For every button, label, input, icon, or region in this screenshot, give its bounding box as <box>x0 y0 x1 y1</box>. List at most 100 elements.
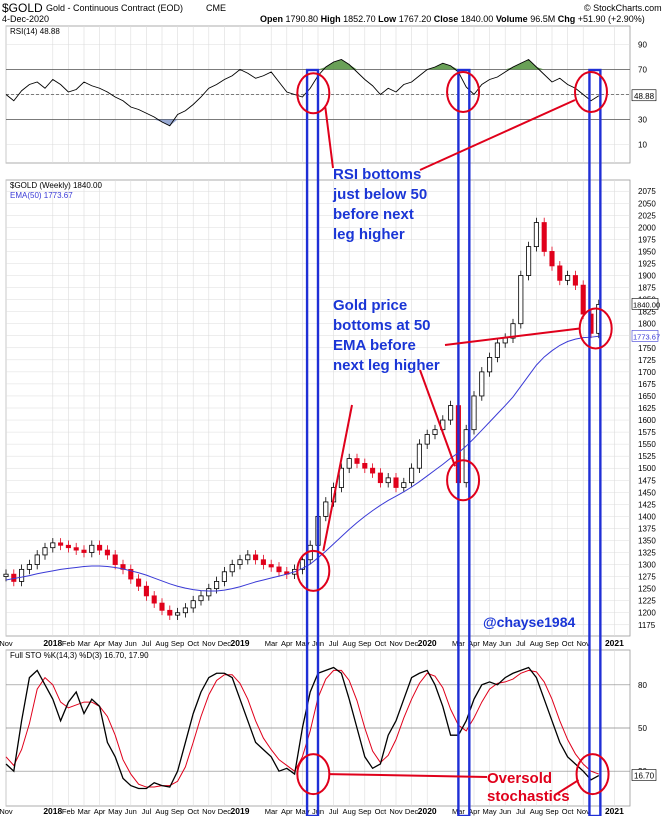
low-label: Low <box>378 14 397 24</box>
price-candle-body <box>526 246 532 276</box>
chg-value: +51.90 (+2.90%) <box>577 14 645 24</box>
price-y-tick-label: 1350 <box>638 536 656 545</box>
sto-x-tick-label: Nov <box>389 807 403 816</box>
source-credit: © StockCharts.com <box>584 3 662 13</box>
price-candle-body <box>221 571 227 582</box>
chg-label: Chg <box>557 14 576 24</box>
price-candle-body <box>448 405 454 421</box>
price-x-tick-label: Aug <box>343 639 356 648</box>
price-candle-body <box>214 581 220 590</box>
price-x-tick-label: Nov <box>577 639 591 648</box>
price-candle-body <box>50 542 56 549</box>
price-candle-body <box>206 588 212 597</box>
price-y-tick-label: 1325 <box>638 549 656 558</box>
price-x-tick-label: May <box>108 639 122 648</box>
sto-x-tick-label: May <box>483 807 497 816</box>
sto-x-tick-label: Aug <box>155 807 168 816</box>
annotation-pointer-line <box>419 99 576 171</box>
price-y-tick-label: 1250 <box>638 585 656 594</box>
price-candle-body <box>167 609 173 616</box>
price-candle-body <box>346 458 352 469</box>
price-candle-body <box>385 477 391 484</box>
price-x-tick-label: Nov <box>202 639 216 648</box>
highlight-circle <box>446 71 481 113</box>
sto-x-tick-label: Mar <box>78 807 91 816</box>
rsi-panel-title: RSI(14) 48.88 <box>10 27 60 36</box>
price-candle-body <box>533 222 539 248</box>
price-candle-body <box>151 595 157 604</box>
sto-x-tick-label: Nov <box>577 807 591 816</box>
ohlc-readout: Open 1790.80 High 1852.70 Low 1767.20 Cl… <box>260 14 645 24</box>
price-x-tick-label: Mar <box>265 639 278 648</box>
low-value: 1767.20 <box>398 14 432 24</box>
price-candle-body <box>26 564 32 570</box>
close-label: Close <box>433 14 459 24</box>
price-candle-body <box>198 595 204 602</box>
sto-x-tick-label: Oct <box>187 807 200 816</box>
price-candle-body <box>253 554 259 561</box>
sto-k-line <box>5 666 600 790</box>
price-y-tick-label: 1425 <box>638 500 656 509</box>
price-x-tick-label: 2020 <box>418 638 437 648</box>
price-x-tick-label: Mar <box>78 639 91 648</box>
price-candle-body <box>42 547 48 556</box>
price-candle-body <box>463 429 469 484</box>
price-x-tick-label: Sep <box>171 639 184 648</box>
annotation-oversold: Oversold stochastics <box>487 770 570 805</box>
sto-x-tick-label: Jul <box>142 807 152 816</box>
price-candle-body <box>73 547 79 551</box>
sto-panel-title: Full STO %K(14,3) %D(3) 16.70, 17.90 <box>10 651 149 660</box>
price-candle-body <box>268 564 274 568</box>
price-x-tick-label: Apr <box>94 639 106 648</box>
price-y-tick-label: 2050 <box>638 199 656 208</box>
volume-label: Volume <box>495 14 528 24</box>
price-y-tick-label: 1825 <box>638 308 656 317</box>
price-legend-ema: EMA(50) 1773.67 <box>10 191 73 200</box>
price-y-tick-label: 1550 <box>638 440 656 449</box>
sto-x-tick-label: Jun <box>125 807 137 816</box>
price-candle-body <box>416 443 422 469</box>
price-x-tick-label: Dec <box>405 639 419 648</box>
price-y-tick-label: 1875 <box>638 284 656 293</box>
price-candle-body <box>299 559 305 570</box>
annotation-author: @chayse1984 <box>483 614 576 630</box>
price-x-tick-label: Jun <box>499 639 511 648</box>
annotation-pointer-line <box>324 107 334 169</box>
price-candle-body <box>338 467 344 488</box>
annotation-pointer-line <box>322 404 353 552</box>
price-y-tick-label: 1575 <box>638 428 656 437</box>
rsi-line <box>5 58 600 127</box>
price-y-tick-label: 1625 <box>638 404 656 413</box>
price-y-tick-label: 1450 <box>638 488 656 497</box>
sto-x-tick-label: Sep <box>545 807 558 816</box>
open-value: 1790.80 <box>285 14 319 24</box>
price-x-tick-label: May <box>295 639 309 648</box>
price-x-tick-label: Dec <box>218 639 232 648</box>
price-candle-body <box>354 458 360 464</box>
price-y-tick-label: 1300 <box>638 561 656 570</box>
price-candle-body <box>572 275 578 286</box>
annotation-rsi-bottoms: RSI bottoms just below 50 before next le… <box>333 166 428 243</box>
price-x-tick-label: Nov <box>389 639 403 648</box>
price-y-tick-label: 1925 <box>638 259 656 268</box>
highlight-vertical-zone <box>305 68 320 816</box>
chart-symbol: $GOLD <box>2 1 43 15</box>
price-candle-body <box>541 222 547 252</box>
sto-x-tick-label: Apr <box>468 807 480 816</box>
price-x-tick-label: Apr <box>468 639 480 648</box>
price-candle-body <box>471 395 477 431</box>
price-y-tick-label: 1225 <box>638 597 656 606</box>
highlight-circle <box>446 459 481 502</box>
price-candle-body <box>175 612 181 616</box>
sto-x-tick-label: Apr <box>281 807 293 816</box>
sto-x-tick-label: Oct <box>562 807 575 816</box>
price-candle-body <box>65 544 71 549</box>
sto-x-tick-label: 2018 <box>43 806 62 816</box>
price-candle-body <box>159 602 165 611</box>
rsi-y-tick-label: 70 <box>638 66 647 75</box>
high-value: 1852.70 <box>343 14 376 24</box>
price-candle-body <box>479 371 485 397</box>
price-candle-body <box>323 501 329 517</box>
annotation-pointer-line <box>329 773 488 778</box>
